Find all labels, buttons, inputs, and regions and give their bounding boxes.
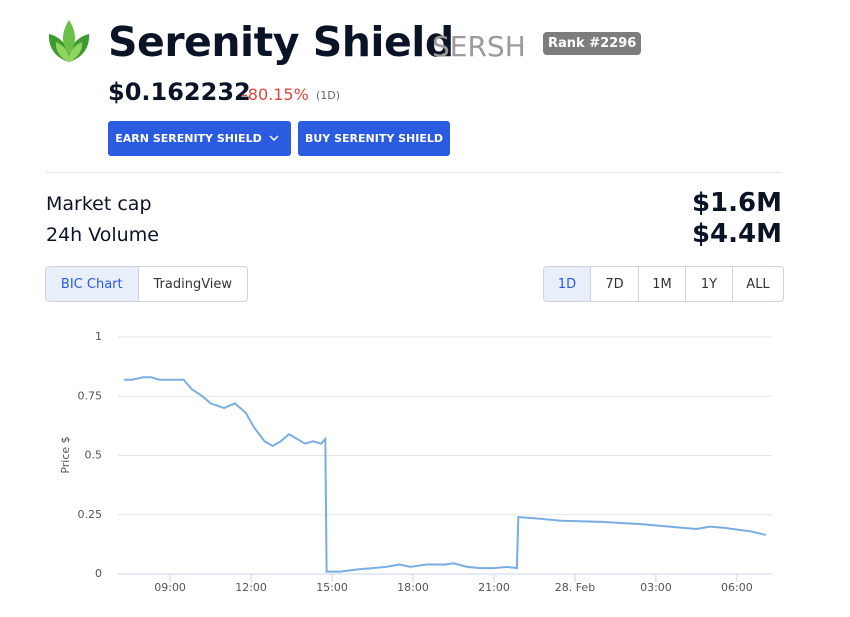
range-tab[interactable]: 1M	[639, 267, 686, 301]
button-label: BUY SERENITY SHIELD	[304, 132, 443, 145]
price-change: -80.15%	[242, 85, 309, 104]
x-tick-label: 09:00	[154, 581, 186, 594]
x-tick-label: 21:00	[478, 581, 510, 594]
x-tick-label: 12:00	[235, 581, 267, 594]
y-axis-label: Price $	[59, 436, 72, 473]
y-tick-label: 1	[95, 330, 102, 343]
chart-source-tabs: BIC Chart TradingView	[45, 266, 248, 302]
range-tabs: 1D 7D 1M 1Y ALL	[543, 266, 784, 302]
stat-label: Market cap	[46, 193, 152, 215]
x-tick-label: 28. Feb	[555, 581, 595, 594]
stat-label: 24h Volume	[46, 224, 159, 246]
x-tick-label: 03:00	[640, 581, 672, 594]
buy-button[interactable]: BUY SERENITY SHIELD	[298, 121, 450, 156]
price: $0.162232	[108, 78, 251, 106]
rank-badge: Rank #2296	[543, 32, 642, 55]
range-tab[interactable]: ALL	[746, 276, 770, 292]
range-tab[interactable]: 1Y	[686, 267, 733, 301]
tab[interactable]: BIC Chart	[46, 267, 139, 301]
change-period: (1D)	[316, 89, 341, 102]
chevron	[269, 134, 279, 141]
divider	[46, 172, 782, 173]
x-tick-label: 15:00	[316, 581, 348, 594]
y-tick-label: 0.75	[78, 389, 103, 402]
price-chart: Price $ 0 0.25 0.5 0.75 1 09:00 12:00 15:00 18:0…	[59, 330, 772, 594]
logo	[48, 20, 90, 62]
range-tab[interactable]: 1D	[544, 267, 591, 301]
y-tick-label: 0.5	[85, 449, 103, 462]
price-line	[124, 376, 767, 573]
y-tick-label: 0.25	[78, 508, 103, 521]
x-tick-label: 06:00	[721, 581, 753, 594]
button-label: EARN SERENITY SHIELD	[115, 132, 262, 145]
tab[interactable]: TradingView	[153, 276, 233, 292]
x-tick-label: 18:00	[397, 581, 429, 594]
coin-symbol: SERSH	[432, 30, 526, 63]
coin-name: Serenity Shield	[108, 18, 454, 66]
earn-button[interactable]: EARN SERENITY SHIELD	[108, 121, 291, 156]
stat-value: $1.6M	[691, 188, 782, 218]
range-tab[interactable]: 7D	[591, 267, 639, 301]
y-tick-label: 0	[95, 567, 102, 580]
stat-value: $4.4M	[691, 219, 782, 249]
